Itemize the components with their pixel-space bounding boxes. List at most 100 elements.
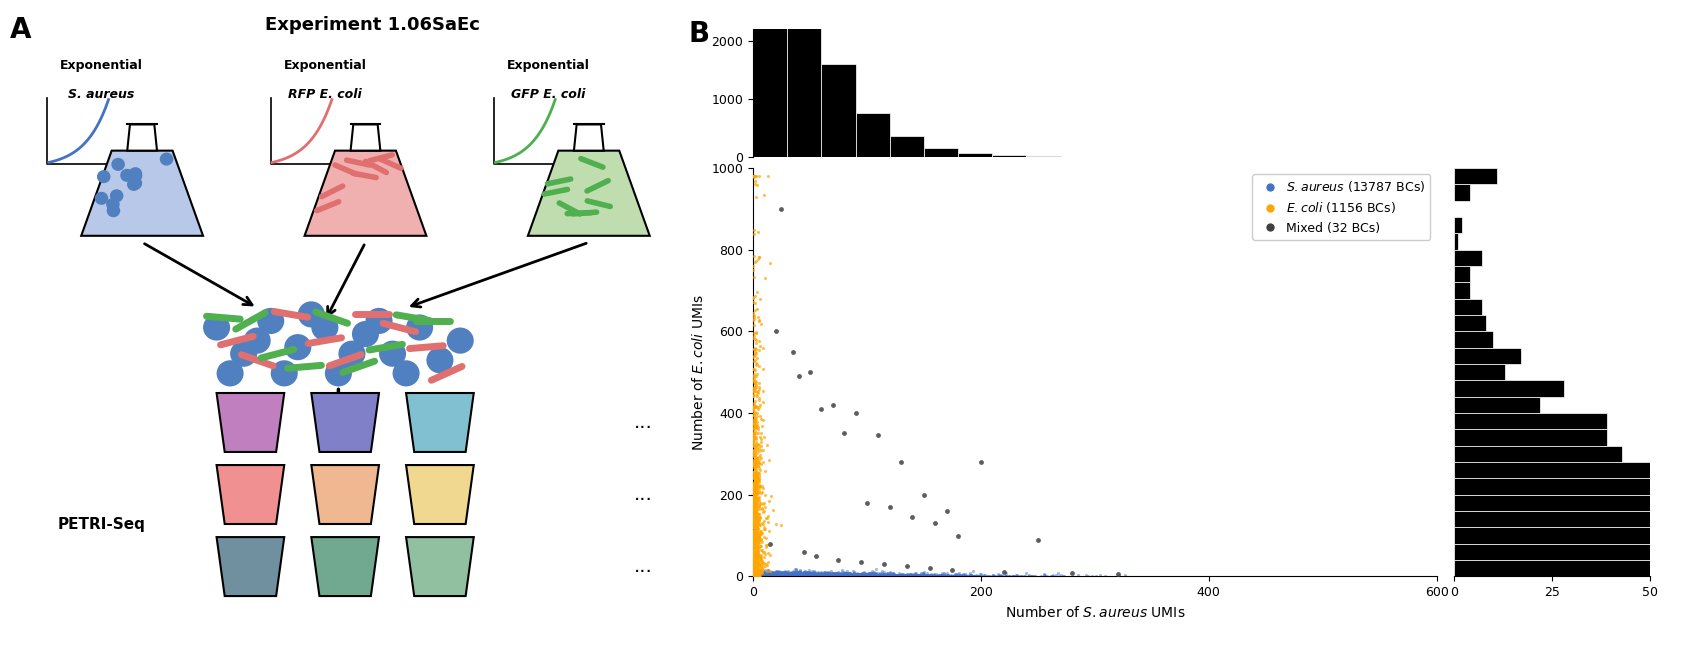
Point	[834, 571, 861, 581]
Point	[780, 571, 807, 581]
Point	[775, 571, 802, 581]
Point	[910, 568, 937, 578]
Point	[822, 569, 849, 580]
Point	[949, 571, 976, 581]
Point	[758, 571, 785, 581]
Point	[741, 571, 768, 582]
Point	[761, 571, 788, 582]
Point	[861, 568, 888, 578]
Point	[780, 571, 807, 581]
Point	[751, 571, 778, 581]
Point	[770, 570, 797, 580]
Point	[790, 571, 817, 581]
Point	[831, 571, 858, 581]
Point	[785, 570, 812, 580]
Point	[986, 571, 1014, 581]
Point	[746, 571, 773, 582]
Point	[741, 569, 768, 579]
Point	[763, 571, 790, 582]
Point	[753, 569, 780, 580]
Point	[748, 571, 775, 581]
Point	[775, 571, 802, 582]
Point	[756, 571, 783, 581]
Point	[821, 571, 848, 582]
Point	[768, 569, 795, 579]
Point	[753, 569, 780, 580]
Point	[772, 571, 799, 581]
Point	[777, 569, 804, 579]
Point	[775, 571, 802, 582]
Point	[756, 571, 783, 582]
Point	[807, 571, 834, 581]
Point	[765, 570, 792, 580]
Point	[744, 530, 772, 540]
Point	[865, 571, 892, 581]
Point	[805, 571, 832, 582]
Point	[787, 571, 814, 582]
Point	[746, 571, 773, 581]
Point	[743, 402, 770, 413]
Point	[741, 498, 768, 508]
Point	[760, 571, 787, 581]
Point	[761, 571, 788, 582]
Point	[788, 571, 816, 581]
Point	[750, 571, 777, 582]
Point	[866, 571, 893, 581]
Point	[768, 571, 795, 582]
Point	[741, 567, 768, 578]
Point	[741, 571, 768, 582]
Point	[773, 571, 800, 582]
Point	[741, 440, 768, 450]
Point	[765, 569, 792, 579]
Point	[744, 571, 772, 582]
Point	[765, 571, 792, 582]
Point	[773, 570, 800, 580]
Point	[772, 570, 799, 580]
Point	[746, 571, 773, 582]
Point	[787, 569, 814, 579]
Point	[809, 571, 836, 581]
Point	[744, 571, 772, 582]
Point	[755, 571, 782, 582]
Point	[741, 434, 768, 445]
Point	[834, 571, 861, 581]
Point	[778, 571, 805, 581]
Point	[741, 571, 768, 582]
Point	[741, 382, 768, 392]
Point	[761, 571, 788, 581]
Point	[741, 538, 768, 549]
Point	[827, 571, 854, 581]
Point	[748, 571, 775, 581]
Point	[802, 571, 829, 582]
Point	[783, 571, 810, 582]
Point	[770, 571, 797, 582]
Point	[758, 571, 785, 582]
Point	[810, 571, 838, 581]
Point	[780, 571, 807, 581]
Point	[831, 571, 858, 581]
Point	[751, 571, 778, 581]
Point	[758, 571, 785, 581]
Point	[768, 571, 795, 582]
Point	[743, 514, 770, 524]
Point	[756, 571, 783, 581]
Point	[821, 571, 848, 582]
Point	[760, 571, 787, 581]
Point	[755, 571, 782, 582]
Point	[787, 571, 814, 581]
Point	[763, 571, 790, 582]
Point	[753, 569, 780, 580]
Point	[770, 570, 797, 580]
Point	[782, 571, 809, 581]
Point	[739, 569, 766, 580]
Point	[777, 571, 804, 581]
Point	[741, 571, 768, 581]
Point	[799, 571, 826, 581]
Point	[810, 571, 838, 581]
Point	[761, 571, 788, 582]
Point	[743, 571, 770, 581]
Point	[794, 569, 821, 579]
Point	[785, 570, 812, 580]
Point	[741, 569, 768, 579]
Point	[741, 569, 768, 580]
